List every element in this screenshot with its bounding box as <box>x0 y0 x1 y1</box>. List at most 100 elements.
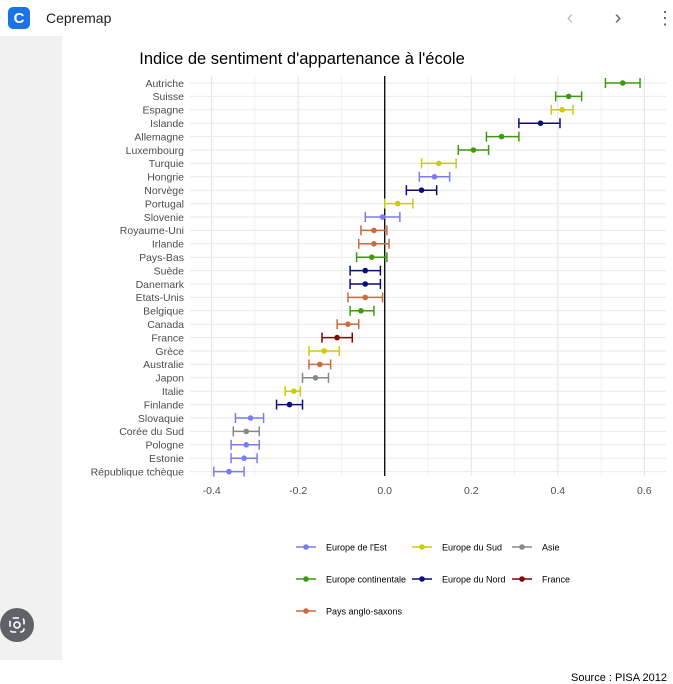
data-point <box>371 227 377 234</box>
country-label: Pays-Bas <box>139 252 184 264</box>
error-bar-slovaquie <box>234 413 265 423</box>
country-label: République tchèque <box>91 466 185 478</box>
lens-search-button[interactable] <box>0 608 34 642</box>
country-label: Luxembourg <box>126 145 185 157</box>
data-point <box>362 267 369 274</box>
legend-marker <box>419 544 425 550</box>
error-bar-turquie <box>420 158 457 169</box>
legend: Europe de l'Est Europe du Sud Asie Europe c… <box>296 543 570 617</box>
country-label: Royaume-Uni <box>120 225 184 237</box>
country-label: Espagne <box>143 105 185 117</box>
error-bar-norv-ge <box>405 185 438 196</box>
error-bar-pays-bas <box>355 252 388 263</box>
error-bars <box>213 78 641 477</box>
legend-marker <box>303 544 309 550</box>
legend-item: France <box>512 575 570 585</box>
data-point <box>362 294 369 301</box>
error-bar-espagne <box>550 104 574 115</box>
error-bar-royaume-uni <box>360 225 388 236</box>
error-bar-japon <box>301 372 330 383</box>
errorbar-chart: Indice de sentiment d'appartenance à l'é… <box>91 50 666 617</box>
legend-item: Europe du Sud <box>412 543 502 553</box>
error-bar-finlande <box>275 399 304 410</box>
country-label: Irlande <box>152 239 184 251</box>
data-point <box>358 308 364 314</box>
error-bar-etats-unis <box>347 292 384 303</box>
legend-item: Europe de l'Est <box>296 543 387 553</box>
error-bar-portugal <box>383 198 414 209</box>
country-label: Norvège <box>144 185 184 197</box>
data-point <box>436 160 442 167</box>
grid-lines <box>190 76 666 476</box>
legend-marker <box>419 576 425 582</box>
data-point <box>241 455 247 462</box>
error-bar-france <box>321 332 354 343</box>
legend-marker <box>519 576 525 582</box>
country-label: Estonie <box>149 453 184 465</box>
error-bar-gr-ce <box>308 346 341 356</box>
error-bar-belgique <box>349 305 375 316</box>
error-bar-canada <box>336 319 360 330</box>
data-point <box>321 348 327 354</box>
data-point <box>362 281 369 287</box>
x-tick-label: 0.0 <box>377 485 392 497</box>
data-point <box>379 214 386 220</box>
data-point <box>418 187 425 193</box>
error-bar-hongrie <box>418 171 451 182</box>
country-label: Suède <box>154 265 185 277</box>
legend-marker <box>303 608 309 614</box>
legend-label: Europe du Nord <box>442 575 506 585</box>
error-bar-italie <box>284 386 302 397</box>
more-vert-icon[interactable]: ⋮ <box>656 7 673 28</box>
left-side-panel <box>0 36 62 660</box>
error-bar-islande <box>518 118 561 129</box>
data-point <box>431 174 438 180</box>
country-label: Australie <box>143 359 184 371</box>
legend-item: Asie <box>512 543 560 553</box>
country-label: Turquie <box>149 158 184 170</box>
chevron-right-icon[interactable]: › <box>614 6 622 29</box>
error-bar-australie <box>308 359 332 370</box>
country-label: Etats-Unis <box>136 292 184 304</box>
error-bar-cor-e-du-sud <box>232 426 260 437</box>
cepremap-logo-icon[interactable]: C <box>8 7 30 29</box>
legend-item: Europe du Nord <box>412 575 506 585</box>
country-label: Italie <box>162 386 184 398</box>
error-bar-danemark <box>349 279 382 289</box>
error-bar-allemagne <box>485 131 520 142</box>
country-label: Slovaquie <box>138 413 184 425</box>
x-tick-labels: -0.4 -0.2 0.0 0.2 0.4 0.6 <box>203 485 652 497</box>
error-bar-r-publique-tch-que <box>213 466 245 477</box>
app-title: Cepremap <box>46 10 112 26</box>
x-tick-label: 0.6 <box>637 485 652 497</box>
data-point <box>619 80 626 86</box>
error-bar-luxembourg <box>457 145 490 155</box>
legend-label: Asie <box>542 543 560 553</box>
chart-container: Indice de sentiment d'appartenance à l'é… <box>62 36 673 684</box>
lens-icon <box>9 617 25 633</box>
data-point <box>243 442 250 448</box>
legend-item: Europe continentale <box>296 575 406 585</box>
country-label: Corée du Sud <box>119 426 184 438</box>
x-tick-label: 0.2 <box>464 485 479 497</box>
legend-label: Pays anglo-saxons <box>326 607 403 617</box>
data-point <box>334 334 340 341</box>
error-bar-irlande <box>358 238 390 249</box>
country-label: Danemark <box>136 279 185 291</box>
source-note: Source : PISA 2012 <box>570 672 667 684</box>
legend-label: Europe continentale <box>326 575 406 585</box>
error-bar-autriche <box>604 78 641 88</box>
chevron-left-icon[interactable]: ‹ <box>566 6 574 29</box>
data-point <box>226 468 232 475</box>
country-label: Hongrie <box>147 172 184 184</box>
chart-title: Indice de sentiment d'appartenance à l'é… <box>139 50 465 68</box>
country-label: France <box>151 332 184 344</box>
error-bar-slovenie <box>364 212 401 222</box>
top-bar: C Cepremap ‹ › ⋮ <box>0 0 673 36</box>
data-point <box>345 321 351 328</box>
data-point <box>498 133 505 140</box>
country-label: Islande <box>150 118 184 130</box>
x-tick-label: -0.4 <box>203 485 221 497</box>
x-tick-label: 0.4 <box>551 485 566 497</box>
